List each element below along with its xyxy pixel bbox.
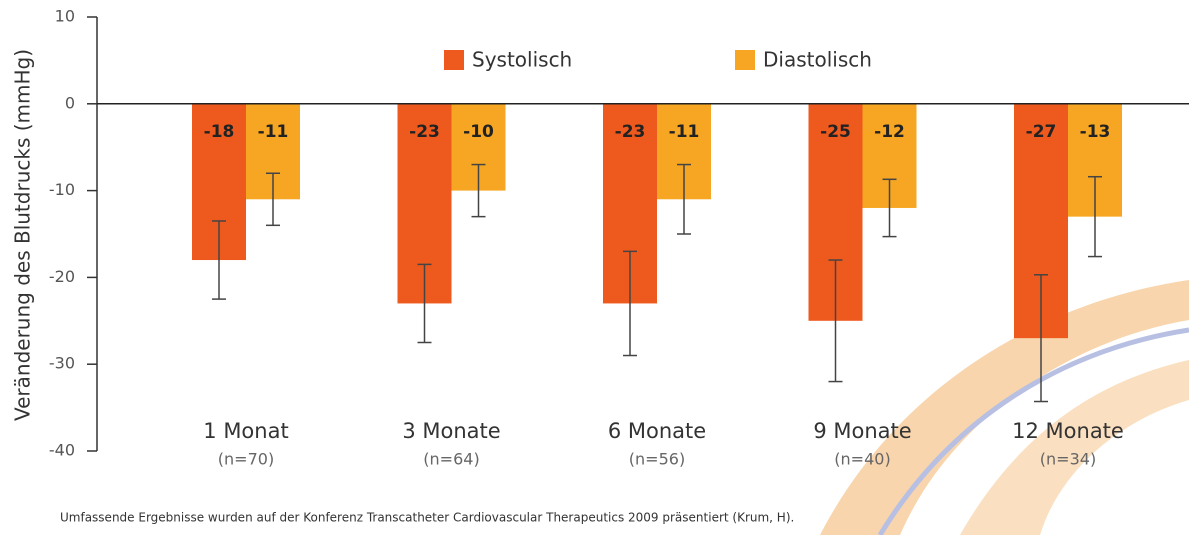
x-tick-label: 9 Monate (813, 419, 911, 443)
sample-label: (n=70) (218, 450, 274, 469)
decoration (820, 280, 1189, 535)
value-label: -23 (409, 122, 440, 142)
legend-label: Diastolisch (763, 48, 872, 72)
y-axis-title: Veränderung des Blutdrucks (mmHg) (11, 49, 35, 421)
y-tick-label: -30 (49, 354, 75, 373)
y-tick-label: 0 (65, 93, 75, 112)
value-label: -18 (204, 122, 235, 142)
value-label: -25 (820, 122, 851, 142)
value-label: -11 (258, 122, 289, 142)
sample-label: (n=34) (1040, 450, 1096, 469)
value-label: -27 (1026, 122, 1057, 142)
x-tick-label: 3 Monate (402, 419, 500, 443)
legend-swatch (735, 50, 755, 70)
value-label: -23 (615, 122, 646, 142)
value-label: -10 (463, 122, 494, 142)
sample-label: (n=40) (834, 450, 890, 469)
legend-swatch (444, 50, 464, 70)
y-tick-label: -10 (49, 180, 75, 199)
value-label: -12 (874, 122, 905, 142)
y-tick-label: -40 (49, 441, 75, 460)
chart: Veränderung des Blutdrucks (mmHg) Umfass… (0, 0, 1189, 535)
sample-label: (n=64) (423, 450, 479, 469)
legend-label: Systolisch (472, 48, 572, 72)
y-tick-label: -20 (49, 267, 75, 286)
x-tick-label: 6 Monate (608, 419, 706, 443)
x-tick-label: 12 Monate (1012, 419, 1124, 443)
x-tick-label: 1 Monat (203, 419, 288, 443)
y-tick-label: 10 (55, 7, 75, 26)
value-label: -13 (1080, 122, 1111, 142)
value-label: -11 (669, 122, 700, 142)
footnote: Umfassende Ergebnisse wurden auf der Kon… (60, 511, 794, 525)
sample-label: (n=56) (629, 450, 685, 469)
